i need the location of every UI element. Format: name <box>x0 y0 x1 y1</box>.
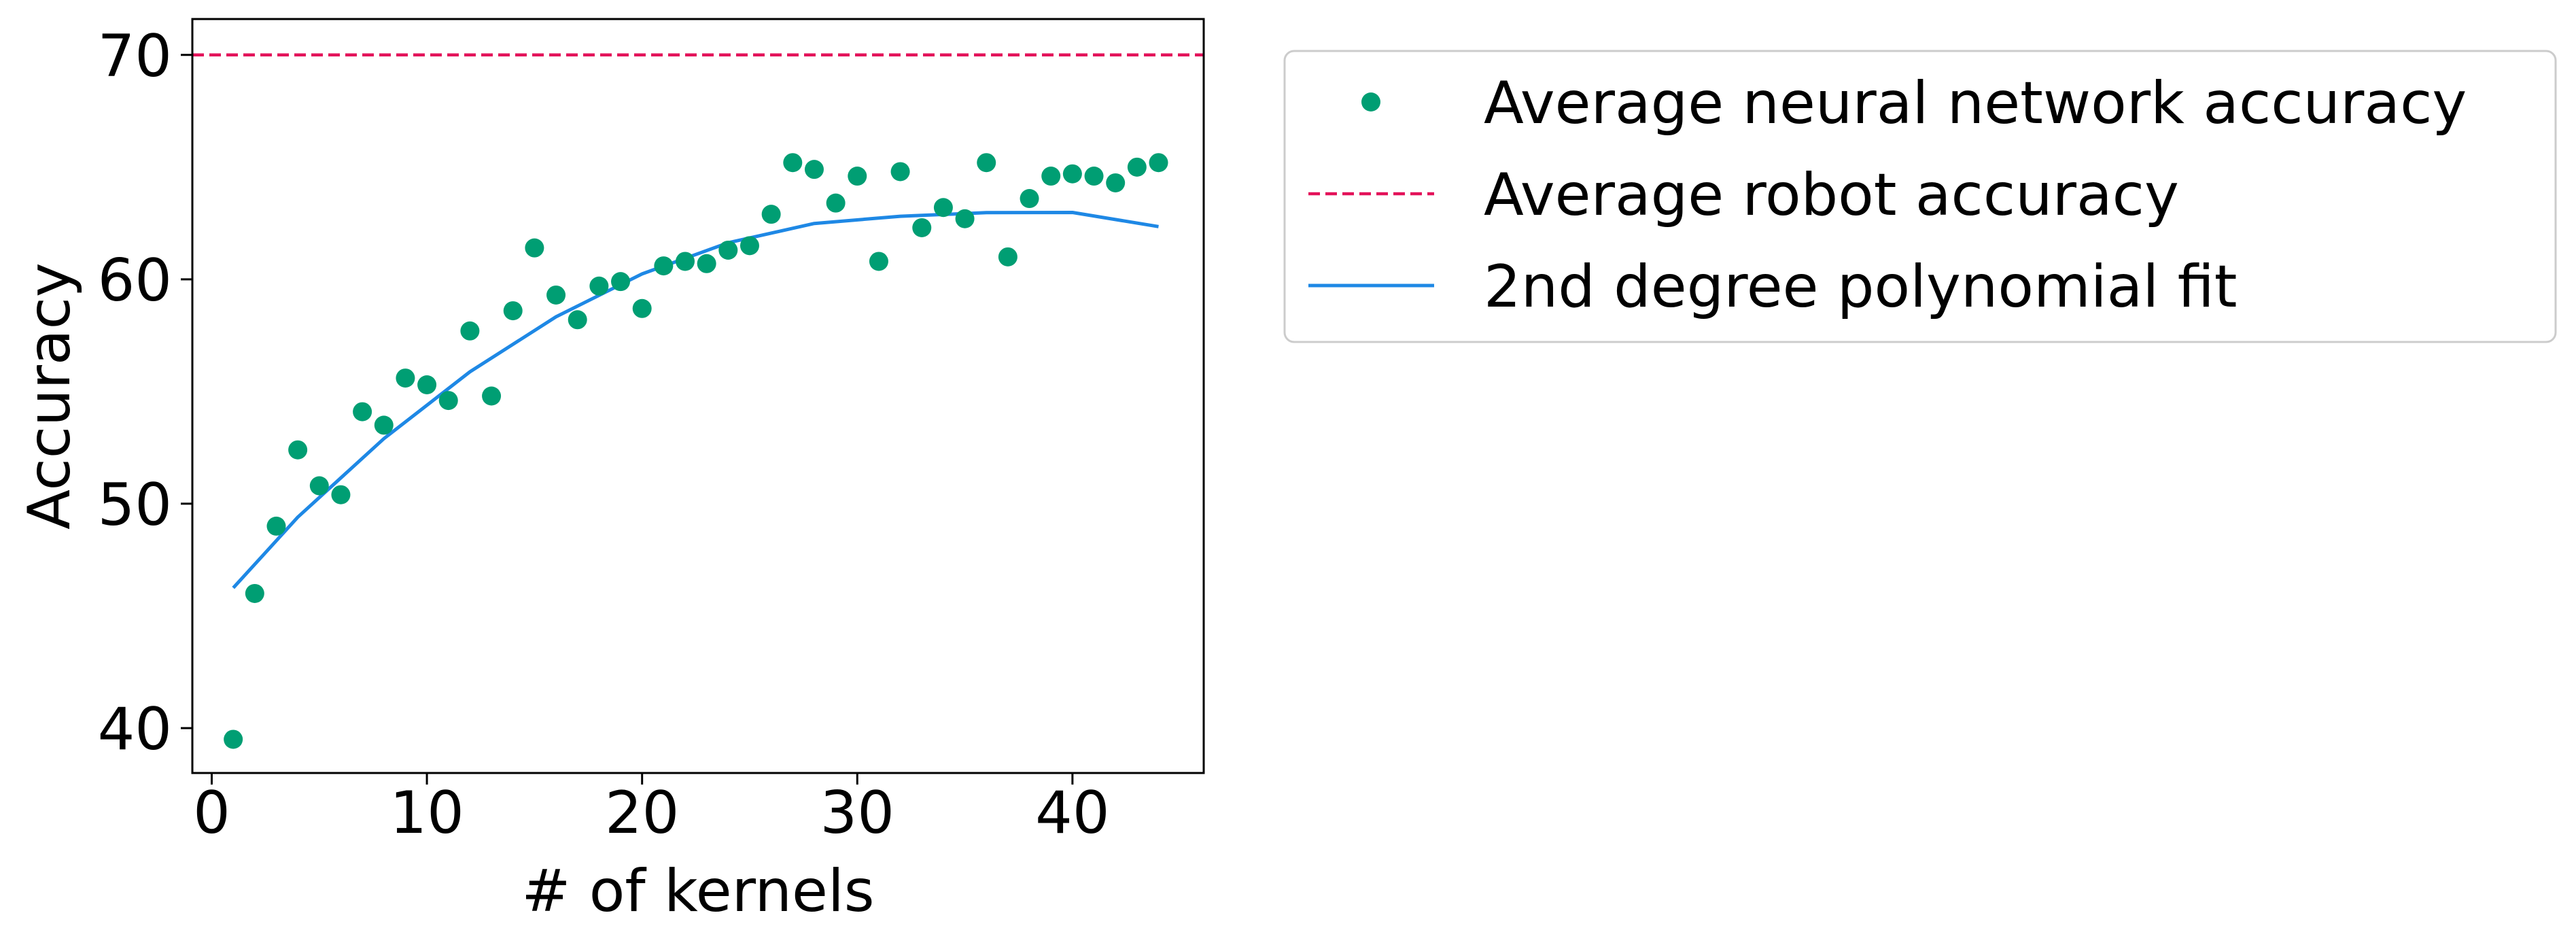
data-point <box>353 402 372 422</box>
data-point <box>482 386 502 406</box>
data-point <box>912 218 932 237</box>
axes: 0 10 20 30 40 40 50 60 70 # of kernels Accuracy <box>16 18 1205 925</box>
x-axis-label: # of kernels <box>521 857 874 925</box>
data-point <box>546 285 566 305</box>
data-point <box>374 415 394 435</box>
data-point <box>589 276 609 296</box>
y-tick-label: 40 <box>98 695 172 763</box>
data-point <box>718 240 738 260</box>
polynomial-fit-line <box>232 211 1159 589</box>
data-point <box>266 516 286 536</box>
data-point <box>697 254 716 273</box>
data-point <box>1041 167 1061 186</box>
legend: Average neural network accuracy Average r… <box>1283 50 2557 343</box>
data-point <box>848 167 867 186</box>
data-point <box>654 256 674 276</box>
data-point <box>869 252 888 271</box>
data-point <box>977 153 996 173</box>
y-axis-label: Accuracy <box>16 262 84 530</box>
axes-frame <box>191 18 1205 774</box>
legend-marker-points <box>1361 92 1380 111</box>
data-point <box>998 247 1017 267</box>
legend-label: 2nd degree polynomial fit <box>1484 253 2237 321</box>
data-point <box>309 476 329 496</box>
data-point <box>1020 189 1039 209</box>
legend-box <box>1283 50 2557 343</box>
data-point <box>955 209 975 228</box>
x-tick-label: 10 <box>389 779 464 847</box>
data-point <box>739 236 759 256</box>
data-point <box>460 321 480 341</box>
data-point <box>288 440 308 460</box>
data-point <box>1062 164 1082 184</box>
x-tick-label: 30 <box>820 779 894 847</box>
y-tick-label: 60 <box>98 247 172 315</box>
data-point <box>826 193 846 213</box>
data-point <box>568 310 587 330</box>
data-point <box>1149 153 1168 173</box>
data-point <box>331 485 351 504</box>
x-tick-label: 0 <box>193 779 230 847</box>
data-point <box>611 272 631 292</box>
x-tick-label: 40 <box>1035 779 1109 847</box>
data-point <box>525 238 544 258</box>
data-point <box>804 160 824 179</box>
data-point <box>396 368 415 388</box>
data-point <box>1127 157 1147 177</box>
data-point <box>783 153 803 173</box>
data-point <box>245 583 264 603</box>
data-point <box>676 252 695 271</box>
data-point <box>438 391 458 411</box>
legend-label: Average robot accuracy <box>1484 161 2179 229</box>
data-point <box>933 198 953 218</box>
y-tick-label: 70 <box>98 22 172 90</box>
plot-area <box>192 53 1204 749</box>
y-tick-label: 50 <box>98 471 172 539</box>
data-point <box>632 298 652 318</box>
x-tick-label: 20 <box>605 779 679 847</box>
data-point <box>417 375 437 394</box>
data-point <box>1106 173 1126 192</box>
data-point <box>224 729 243 749</box>
data-point <box>503 301 523 321</box>
data-point <box>1084 167 1104 186</box>
data-point <box>761 205 781 224</box>
data-point <box>890 162 910 182</box>
legend-label: Average neural network accuracy <box>1484 69 2467 137</box>
